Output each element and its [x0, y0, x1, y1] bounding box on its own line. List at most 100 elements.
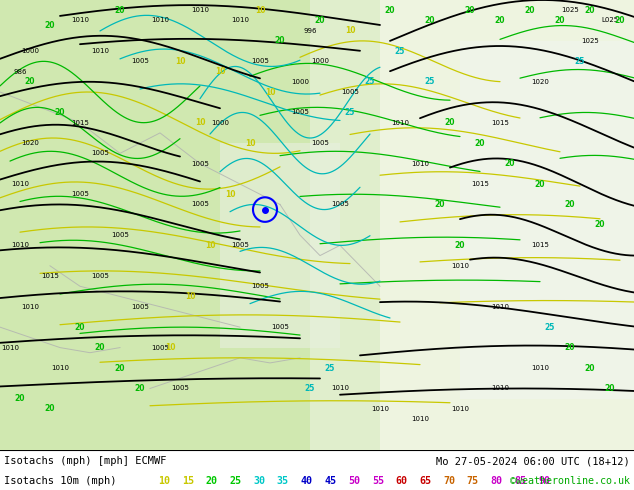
- Text: 1010: 1010: [371, 406, 389, 412]
- Text: 20: 20: [465, 6, 476, 15]
- Text: 1010: 1010: [191, 7, 209, 13]
- Text: 1015: 1015: [531, 243, 549, 248]
- Text: 1015: 1015: [491, 120, 509, 125]
- Text: 20: 20: [75, 322, 85, 332]
- Text: 1010: 1010: [411, 416, 429, 422]
- Text: 20: 20: [115, 6, 126, 15]
- Text: 1005: 1005: [71, 191, 89, 197]
- Text: 1015: 1015: [71, 120, 89, 125]
- Text: 1010: 1010: [21, 304, 39, 310]
- Text: 1015: 1015: [41, 273, 59, 279]
- Text: 1010: 1010: [1, 344, 19, 350]
- Text: 20: 20: [275, 36, 285, 46]
- Text: 20: 20: [585, 364, 595, 372]
- Text: 1020: 1020: [531, 79, 549, 85]
- Text: 20: 20: [615, 16, 625, 25]
- Text: L025: L025: [602, 18, 619, 24]
- Text: 20: 20: [605, 384, 615, 393]
- Text: 75: 75: [467, 476, 479, 486]
- Text: 1005: 1005: [131, 304, 149, 310]
- Text: 70: 70: [443, 476, 455, 486]
- Text: 1005: 1005: [311, 140, 329, 146]
- Text: 1010: 1010: [491, 304, 509, 310]
- Text: 20: 20: [475, 139, 485, 147]
- Text: 25: 25: [305, 384, 315, 393]
- Text: 55: 55: [372, 476, 384, 486]
- Text: 25: 25: [575, 57, 585, 66]
- Text: 1005: 1005: [331, 201, 349, 207]
- Text: Isotachs 10m (mph): Isotachs 10m (mph): [4, 476, 117, 486]
- Text: 60: 60: [396, 476, 408, 486]
- Text: 25: 25: [365, 77, 375, 86]
- Bar: [460, 41, 634, 399]
- Text: 10: 10: [158, 476, 170, 486]
- Text: 20: 20: [495, 16, 505, 25]
- Text: 10: 10: [205, 241, 216, 250]
- Text: 20: 20: [45, 404, 55, 414]
- Text: 90: 90: [538, 476, 550, 486]
- Text: 1005: 1005: [231, 243, 249, 248]
- Text: 1010: 1010: [331, 386, 349, 392]
- Text: 1015: 1015: [471, 181, 489, 187]
- Text: 10: 10: [184, 292, 195, 301]
- Text: 1010: 1010: [451, 406, 469, 412]
- Text: 25: 25: [325, 364, 335, 372]
- Text: 20: 20: [585, 6, 595, 15]
- Text: 50: 50: [348, 476, 360, 486]
- Text: 1010: 1010: [91, 48, 109, 54]
- Text: 20: 20: [94, 343, 105, 352]
- Text: 20: 20: [565, 200, 575, 209]
- Text: 1005: 1005: [291, 109, 309, 116]
- Text: 40: 40: [301, 476, 313, 486]
- Text: 1005: 1005: [91, 150, 109, 156]
- Text: 15: 15: [182, 476, 193, 486]
- Bar: [380, 0, 634, 450]
- Text: 20: 20: [525, 6, 535, 15]
- Text: 10: 10: [255, 6, 265, 15]
- Text: 20: 20: [455, 241, 465, 250]
- Text: 1010: 1010: [491, 386, 509, 392]
- Text: 20: 20: [314, 16, 325, 25]
- Text: 1005: 1005: [191, 201, 209, 207]
- Text: Mo 27-05-2024 06:00 UTC (18+12): Mo 27-05-2024 06:00 UTC (18+12): [436, 456, 630, 466]
- Text: 20: 20: [595, 220, 605, 229]
- Text: 1005: 1005: [111, 232, 129, 238]
- Text: 80: 80: [491, 476, 503, 486]
- Text: 1010: 1010: [71, 18, 89, 24]
- Text: 85: 85: [514, 476, 526, 486]
- Text: 1000: 1000: [211, 120, 229, 125]
- Text: 1005: 1005: [191, 161, 209, 167]
- Text: 1020: 1020: [21, 140, 39, 146]
- Text: 1010: 1010: [151, 18, 169, 24]
- Text: 1010: 1010: [231, 18, 249, 24]
- Text: 996: 996: [303, 27, 317, 34]
- Text: 1000: 1000: [311, 58, 329, 64]
- Text: 1005: 1005: [171, 386, 189, 392]
- Text: 20: 20: [425, 16, 436, 25]
- Text: 45: 45: [324, 476, 336, 486]
- Text: 1010: 1010: [411, 161, 429, 167]
- Text: 10: 10: [215, 67, 225, 76]
- Text: 1010: 1010: [451, 263, 469, 269]
- Text: 1005: 1005: [131, 58, 149, 64]
- Text: 20: 20: [55, 108, 65, 117]
- Text: 10: 10: [245, 139, 256, 147]
- Text: 1010: 1010: [391, 120, 409, 125]
- Text: Isotachs (mph) [mph] ECMWF: Isotachs (mph) [mph] ECMWF: [4, 456, 167, 466]
- Text: 20: 20: [505, 159, 515, 168]
- Text: 20: 20: [45, 21, 55, 30]
- Text: 1005: 1005: [341, 89, 359, 95]
- Text: 10: 10: [165, 343, 175, 352]
- Text: 20: 20: [444, 118, 455, 127]
- Text: 1025: 1025: [561, 7, 579, 13]
- Text: 10: 10: [265, 88, 275, 97]
- Text: 20: 20: [534, 179, 545, 189]
- Text: 1010: 1010: [11, 243, 29, 248]
- Text: 25: 25: [545, 322, 555, 332]
- Text: 1025: 1025: [581, 38, 599, 44]
- Text: 10: 10: [345, 26, 355, 35]
- Text: 35: 35: [276, 476, 288, 486]
- Text: 1005: 1005: [251, 283, 269, 289]
- Text: 20: 20: [555, 16, 566, 25]
- Text: 1010: 1010: [531, 365, 549, 371]
